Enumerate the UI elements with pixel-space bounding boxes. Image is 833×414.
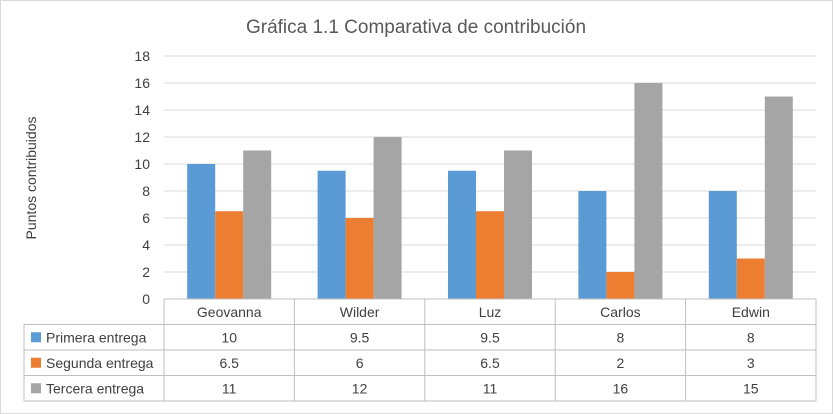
y-tick-label: 18 [134,48,150,64]
data-label: 2 [617,355,625,371]
data-label: 6 [356,355,364,371]
data-label: 11 [483,380,498,396]
chart-title: Gráfica 1.1 Comparativa de contribución [246,17,586,38]
data-label: 6.5 [219,355,239,371]
bar [243,150,272,299]
y-tick-label: 4 [142,237,150,253]
y-axis-ticks: 0 2 4 6 8 10 12 14 16 18 [134,48,150,307]
data-label: 15 [743,380,759,396]
y-tick-label: 14 [134,102,150,118]
y-tick-label: 2 [142,264,150,280]
bars [187,83,793,299]
y-axis-label: Puntos contribuidos [23,117,39,240]
y-tick-label: 6 [142,210,150,226]
data-label: 11 [222,380,237,396]
legend-label: Segunda entrega [46,355,154,371]
x-tick-label: Carlos [600,304,640,320]
data-label: 8 [617,329,625,345]
data-table: Geovanna Wilder Luz Carlos Edwin Primera entr… [23,298,817,402]
legend-swatch [31,332,41,343]
legend-label: Primera entrega [46,329,147,345]
bar [504,150,532,299]
bar [448,170,476,299]
bar [606,272,635,299]
y-tick-label: 16 [134,75,150,91]
y-tick-label: 10 [134,156,150,172]
legend-label: Tercera entrega [46,380,144,396]
y-tick-label: 12 [134,129,150,145]
data-label: 8 [747,329,755,345]
bar [187,164,216,299]
bar [736,258,765,299]
bar [578,191,607,299]
bar [317,170,346,299]
bar [215,211,244,299]
data-label: 9.5 [350,329,370,345]
y-tick-label: 0 [142,291,150,307]
bar [373,137,402,299]
legend-swatch [31,357,41,368]
data-label: 10 [221,329,237,345]
data-label: 16 [613,380,629,396]
bar [345,218,374,299]
gridlines [164,55,816,273]
bar [476,211,504,299]
bar [764,96,793,299]
bar [634,83,663,299]
bar [708,191,737,299]
y-tick-label: 8 [142,183,150,199]
x-tick-label: Wilder [340,304,380,320]
x-tick-label: Geovanna [197,304,262,320]
data-label: 9.5 [480,329,500,345]
data-label: 3 [747,355,755,371]
data-label: 6.5 [480,355,500,371]
legend-swatch [31,383,41,394]
data-label: 12 [352,380,368,396]
x-tick-label: Luz [479,304,502,320]
x-tick-label: Edwin [732,304,770,320]
